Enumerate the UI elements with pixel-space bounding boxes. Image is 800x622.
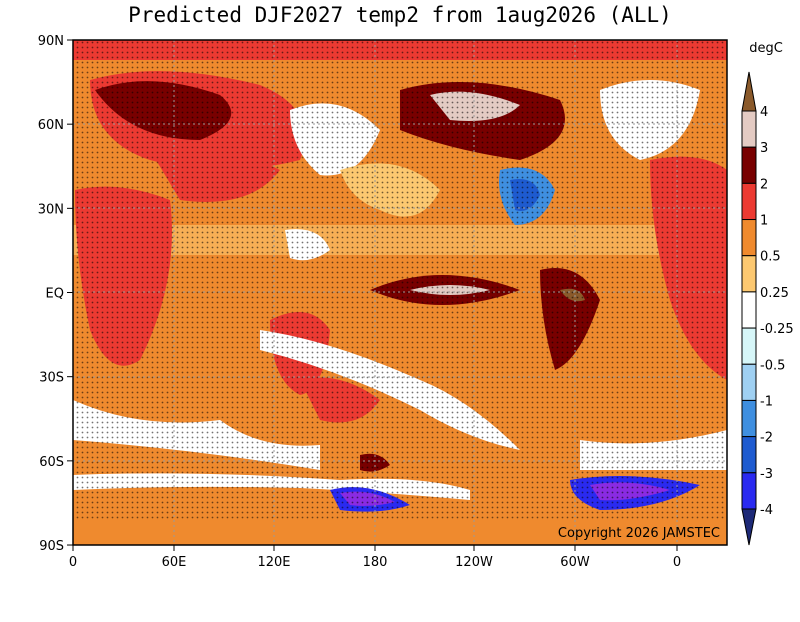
lon-label: 60W bbox=[560, 555, 590, 570]
colorbar-label: -0.25 bbox=[760, 322, 794, 337]
colorbar-box bbox=[741, 291, 757, 329]
colorbar-label: 0.5 bbox=[760, 250, 781, 265]
map-field bbox=[73, 40, 727, 545]
lat-label: 90S bbox=[39, 539, 64, 554]
colorbar-label: 3 bbox=[760, 141, 768, 156]
colorbar-triangle bbox=[741, 508, 757, 546]
colorbar-box bbox=[741, 110, 757, 148]
colorbar-label: -4 bbox=[760, 503, 773, 518]
colorbar-label: 0.25 bbox=[760, 286, 789, 301]
lon-label: 180 bbox=[363, 555, 388, 570]
copyright: Copyright 2026 JAMSTEC bbox=[558, 526, 720, 541]
title: Predicted DJF2027 temp2 from 1aug2026 (A… bbox=[128, 3, 672, 27]
colorbar-label: -2 bbox=[760, 431, 773, 446]
colorbar-box bbox=[741, 436, 757, 474]
lat-label: 30N bbox=[38, 202, 64, 217]
colorbar-label: 2 bbox=[760, 177, 768, 192]
colorbar-box bbox=[741, 219, 757, 257]
lat-label: 60S bbox=[39, 455, 64, 470]
colorbar-box bbox=[741, 182, 757, 221]
colorbar-box bbox=[741, 255, 757, 293]
colorbar-label: 1 bbox=[760, 214, 768, 229]
colorbar-label: -3 bbox=[760, 467, 773, 482]
lon-label: 120E bbox=[257, 555, 290, 570]
colorbar-box bbox=[741, 363, 757, 401]
colorbar-triangle bbox=[741, 71, 757, 112]
lon-label: 0 bbox=[69, 555, 77, 570]
colorbar-box bbox=[741, 327, 757, 365]
colorbar-label: -0.5 bbox=[760, 358, 785, 373]
lon-label: 60E bbox=[162, 555, 187, 570]
lat-label: 90N bbox=[38, 34, 64, 49]
lat-label: 60N bbox=[38, 118, 64, 133]
colorbar-label: -1 bbox=[760, 394, 773, 409]
lat-label: EQ bbox=[46, 287, 64, 302]
lon-label: 0 bbox=[673, 555, 681, 570]
colorbar-unit: degC bbox=[749, 41, 783, 56]
colorbar-box bbox=[741, 399, 757, 438]
colorbar-box bbox=[741, 146, 757, 184]
colorbar-box bbox=[741, 472, 757, 510]
colorbar-label: 4 bbox=[760, 105, 768, 120]
lon-label: 120W bbox=[455, 555, 493, 570]
lat-label: 30S bbox=[39, 371, 64, 386]
